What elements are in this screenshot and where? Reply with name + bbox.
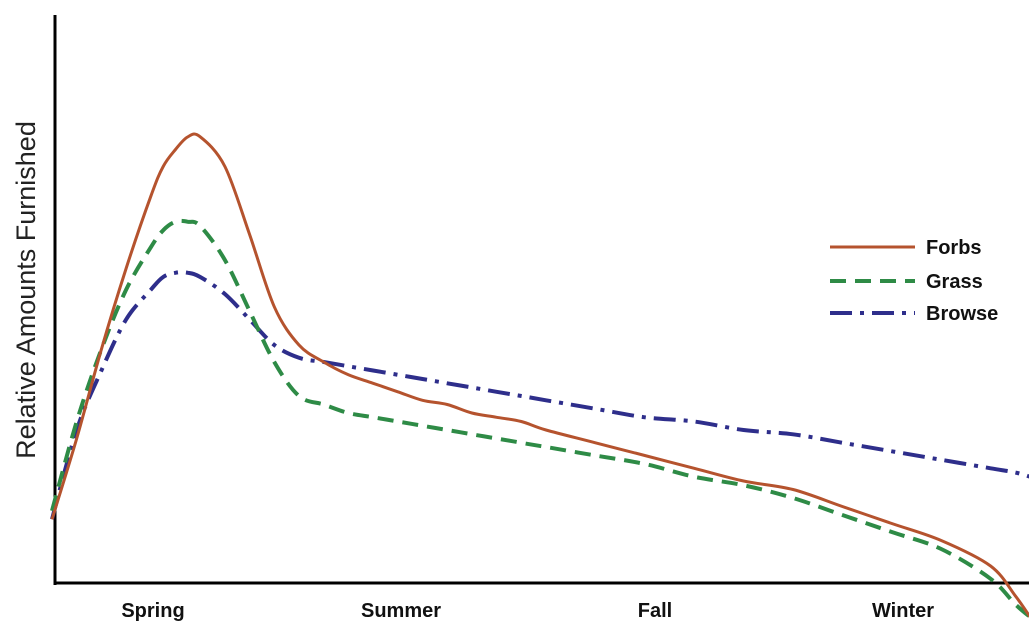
legend-label-grass: Grass: [926, 271, 983, 293]
x-tick-label-fall: Fall: [638, 600, 672, 622]
legend-label-browse: Browse: [926, 303, 998, 325]
x-tick-label-winter: Winter: [872, 600, 934, 622]
series-line-forbs: [50, 132, 1029, 618]
series-line-browse: [50, 270, 1029, 520]
series-layer: [50, 132, 1029, 619]
legend: Forbs Grass Browse: [830, 237, 998, 325]
y-axis-label: Relative Amounts Furnished: [11, 121, 41, 459]
legend-label-forbs: Forbs: [926, 237, 982, 259]
x-tick-labels: Spring Summer Fall Winter: [121, 600, 934, 622]
series-line-grass: [50, 218, 1029, 619]
x-tick-label-summer: Summer: [361, 600, 441, 622]
x-tick-label-spring: Spring: [121, 600, 184, 622]
